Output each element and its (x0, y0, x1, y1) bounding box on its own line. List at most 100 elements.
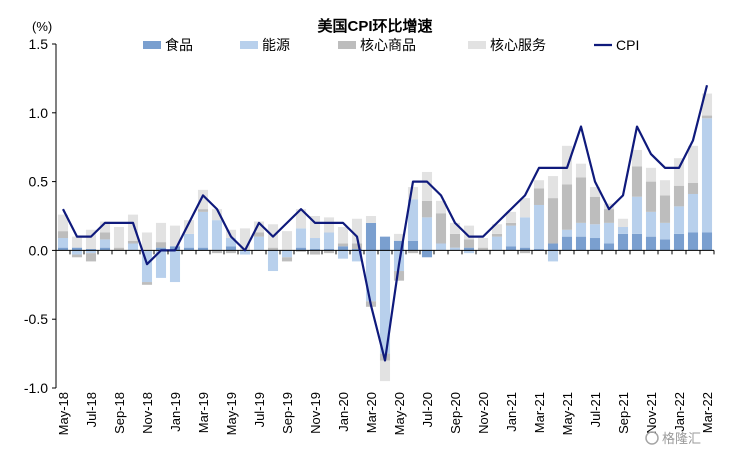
bar-3-Nov-18 (141, 232, 153, 251)
bar-2-Oct-20 (463, 239, 475, 248)
bar-1-Nov-19 (309, 238, 321, 250)
bar-3-Jun-18 (71, 236, 83, 248)
bar-3-Mar-22 (701, 93, 713, 116)
bar-3-Jul-18 (85, 229, 97, 250)
bar-0-May-20 (393, 240, 405, 251)
bar-1-May-18 (57, 238, 69, 248)
legend-label: 核心服务 (490, 37, 546, 53)
bar-2-Mar-22 (701, 115, 713, 119)
bar-3-May-19 (225, 229, 237, 239)
y-axis: 1.5 1.0 0.5 0.0 -0.5 -1.0 (24, 36, 56, 396)
bar-2-Aug-19 (267, 247, 279, 251)
bar-0-May-19 (225, 246, 237, 251)
bar-3-Feb-20 (351, 218, 363, 244)
y-tick-label: 0.5 (29, 174, 49, 190)
bar-2-Jan-21 (505, 222, 517, 226)
bar-3-Nov-20 (477, 238, 489, 248)
y-tick-label: -1.0 (24, 380, 48, 396)
bar-1-Mar-20 (365, 250, 377, 302)
bar-1-Dec-19 (323, 232, 335, 250)
bar-2-Jul-18 (85, 253, 97, 262)
bar-2-May-18 (57, 231, 69, 239)
bar-1-Dec-20 (491, 236, 503, 251)
chart-title: 美国CPI环比增速 (317, 17, 432, 35)
bar-1-Jan-21 (505, 225, 517, 247)
bar-2-May-21 (561, 184, 573, 230)
bar-1-Apr-20 (379, 250, 391, 354)
bar-3-Jul-21 (589, 187, 601, 197)
bar-3-Jun-19 (239, 228, 251, 251)
bar-1-Nov-18 (141, 250, 153, 283)
bar-3-Mar-21 (533, 180, 545, 189)
bar-1-Jan-20 (337, 250, 349, 259)
bar-0-Jun-18 (71, 247, 83, 251)
bar-0-Jun-20 (407, 240, 419, 251)
legend-swatch (468, 41, 486, 49)
bar-3-Sep-18 (113, 227, 125, 248)
bar-0-Jul-21 (589, 238, 601, 251)
x-tick-label: Sep-21 (616, 392, 631, 434)
bar-3-Feb-21 (519, 198, 531, 218)
plot-area (55, 44, 714, 388)
legend-swatch (240, 41, 258, 49)
bar-2-Feb-22 (687, 182, 699, 194)
x-tick-label: Nov-21 (644, 392, 659, 434)
bar-0-Jan-22 (673, 233, 685, 251)
bar-1-Mar-21 (533, 204, 545, 250)
bar-3-Aug-18 (99, 221, 111, 233)
bar-2-Apr-21 (547, 198, 559, 244)
bar-2-Jul-21 (589, 196, 601, 225)
y-tick-label: 1.0 (29, 105, 49, 121)
bar-0-Aug-21 (603, 243, 615, 251)
bar-1-Aug-21 (603, 222, 615, 244)
bar-2-Sep-19 (281, 257, 293, 262)
bar-1-Jul-19 (253, 236, 265, 251)
bar-2-May-19 (225, 250, 237, 254)
bar-2-Nov-20 (477, 247, 489, 251)
bar-2-Jan-22 (673, 185, 685, 207)
bar-3-Aug-21 (603, 203, 615, 210)
bar-2-Oct-18 (127, 240, 139, 244)
bar-1-Jun-18 (71, 250, 83, 255)
bar-0-Mar-21 (533, 249, 545, 251)
bar-3-Aug-20 (435, 200, 447, 214)
bar-1-Feb-22 (687, 193, 699, 233)
bar-2-Oct-21 (631, 166, 643, 197)
bar-0-Jul-20 (421, 250, 433, 258)
bar-1-Sep-20 (449, 247, 461, 251)
bar-0-Jan-20 (337, 246, 349, 251)
x-tick-label: Jan-20 (336, 392, 351, 432)
bar-2-Nov-18 (141, 282, 153, 285)
bar-3-Mar-19 (197, 189, 209, 210)
bar-2-Jun-21 (575, 177, 587, 223)
x-tick-label: Mar-20 (364, 392, 379, 433)
bar-3-Dec-20 (491, 224, 503, 234)
bar-0-Dec-21 (659, 239, 671, 251)
bar-2-Sep-18 (113, 247, 125, 251)
x-tick-label: Jul-19 (252, 392, 267, 427)
legend-swatch (143, 41, 161, 49)
bar-2-Dec-21 (659, 195, 671, 223)
bar-3-May-20 (393, 233, 405, 241)
bar-0-Mar-19 (197, 247, 209, 251)
watermark-text: 格隆汇 (662, 431, 701, 446)
x-tick-label: Nov-20 (476, 392, 491, 434)
bar-2-Dec-19 (323, 250, 335, 254)
bar-3-Nov-21 (645, 167, 657, 182)
unit-label: (%) (32, 19, 52, 34)
bar-0-Jan-21 (505, 246, 517, 251)
bar-0-Aug-18 (99, 247, 111, 251)
bar-0-Apr-21 (547, 243, 559, 251)
bar-1-Oct-19 (295, 228, 307, 248)
bar-0-Nov-21 (645, 236, 657, 251)
bar-0-Mar-20 (365, 222, 377, 251)
bar-2-May-20 (393, 271, 405, 281)
bar-3-Dec-18 (155, 222, 167, 243)
bar-2-Nov-21 (645, 181, 657, 212)
bar-3-Feb-19 (183, 220, 195, 234)
bar-3-Oct-20 (463, 225, 475, 240)
legend-swatch (338, 41, 356, 49)
x-tick-label: Nov-18 (140, 392, 155, 434)
bar-0-Jun-21 (575, 236, 587, 251)
y-tick-label: 0.0 (29, 242, 49, 258)
